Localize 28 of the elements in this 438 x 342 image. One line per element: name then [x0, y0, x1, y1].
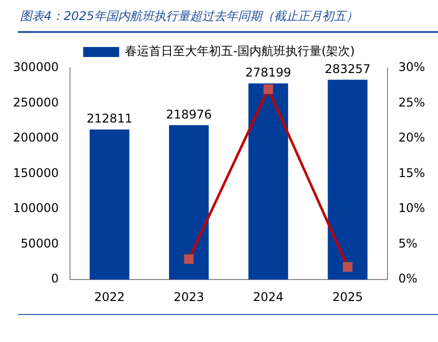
y2-tick-label: 25% [398, 95, 425, 110]
y-tick-label: 200000 [12, 130, 59, 145]
x-tick-label: 2025 [332, 290, 363, 304]
y2-tick-label: 0% [398, 272, 418, 286]
x-tick-label: 2023 [174, 290, 204, 304]
bar [248, 83, 288, 280]
y-tick-label: 300000 [12, 60, 59, 74]
y-tick-label: 250000 [12, 95, 59, 110]
data-label: 283257 [324, 62, 371, 76]
y2-tick-label: 20% [398, 130, 425, 145]
data-label: 278199 [245, 66, 292, 80]
data-label: 218976 [166, 107, 212, 122]
y2-tick-label: 30% [398, 60, 425, 74]
legend-label: 春运首日至大年初五-国内航班执行量(架次) [125, 44, 355, 58]
data-label: 212811 [86, 112, 132, 126]
y-tick-label: 150000 [12, 166, 59, 180]
y2-tick-label: 15% [398, 166, 425, 180]
x-tick-label: 2024 [252, 290, 284, 304]
bar [90, 130, 130, 280]
y2-tick-label: 10% [398, 201, 425, 216]
y-tick-label: 100000 [12, 201, 59, 216]
x-tick-label: 2022 [94, 290, 125, 304]
y-tick-label: 0 [51, 272, 59, 286]
chart-title: 图表4：2025年国内航班执行量超过去年同期（截止正月初五） [20, 8, 360, 25]
bar [328, 80, 368, 280]
y-tick-label: 50000 [20, 236, 59, 250]
y2-tick-label: 5% [398, 236, 418, 250]
bar [169, 125, 209, 280]
